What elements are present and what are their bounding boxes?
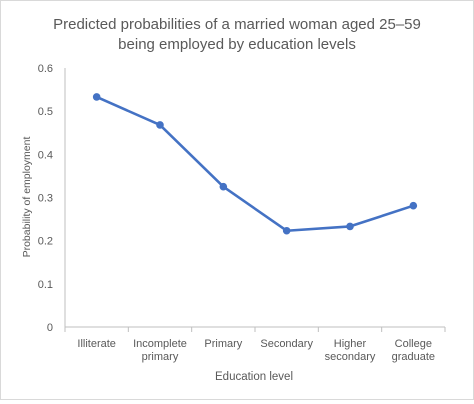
data-point <box>282 226 291 235</box>
chart-title: Predicted probabilities of a married wom… <box>53 16 421 53</box>
x-tick-label: Higher <box>334 338 367 350</box>
x-tick-label: graduate <box>392 351 435 363</box>
chart-title-line-1: Predicted probabilities of a married wom… <box>53 16 421 33</box>
data-point <box>156 121 164 129</box>
axes <box>64 68 446 332</box>
y-axis-title: Probability of employment <box>21 137 33 258</box>
y-tick-label: 0.4 <box>38 149 53 161</box>
data-point <box>346 222 354 231</box>
x-tick-label: Illiterate <box>77 338 116 350</box>
series-line <box>95 95 415 233</box>
x-tick-label: Secondary <box>260 338 313 350</box>
y-axis-ticks: 0 0.1 0.2 0.3 0.4 0.5 0.6 <box>38 63 53 334</box>
chart-title-line-2: being employed by education levels <box>118 36 356 53</box>
data-point <box>92 93 101 101</box>
series-layer <box>92 93 418 235</box>
y-tick-label: 0 <box>47 322 53 334</box>
y-tick-label: 0.2 <box>38 236 53 248</box>
x-tick-label: Primary <box>204 338 242 350</box>
x-tick-label: College <box>395 338 432 350</box>
y-tick-label: 0.3 <box>38 193 53 205</box>
y-tick-label: 0.6 <box>38 63 53 75</box>
x-tick-label: secondary <box>325 351 376 363</box>
x-tick-label: primary <box>142 351 179 363</box>
y-tick-label: 0.5 <box>38 106 53 118</box>
x-tick-label: Incomplete <box>133 338 187 350</box>
data-point <box>219 182 228 191</box>
data-point <box>409 201 418 210</box>
x-axis-title: Education level <box>215 371 293 383</box>
y-tick-label: 0.1 <box>38 279 53 291</box>
